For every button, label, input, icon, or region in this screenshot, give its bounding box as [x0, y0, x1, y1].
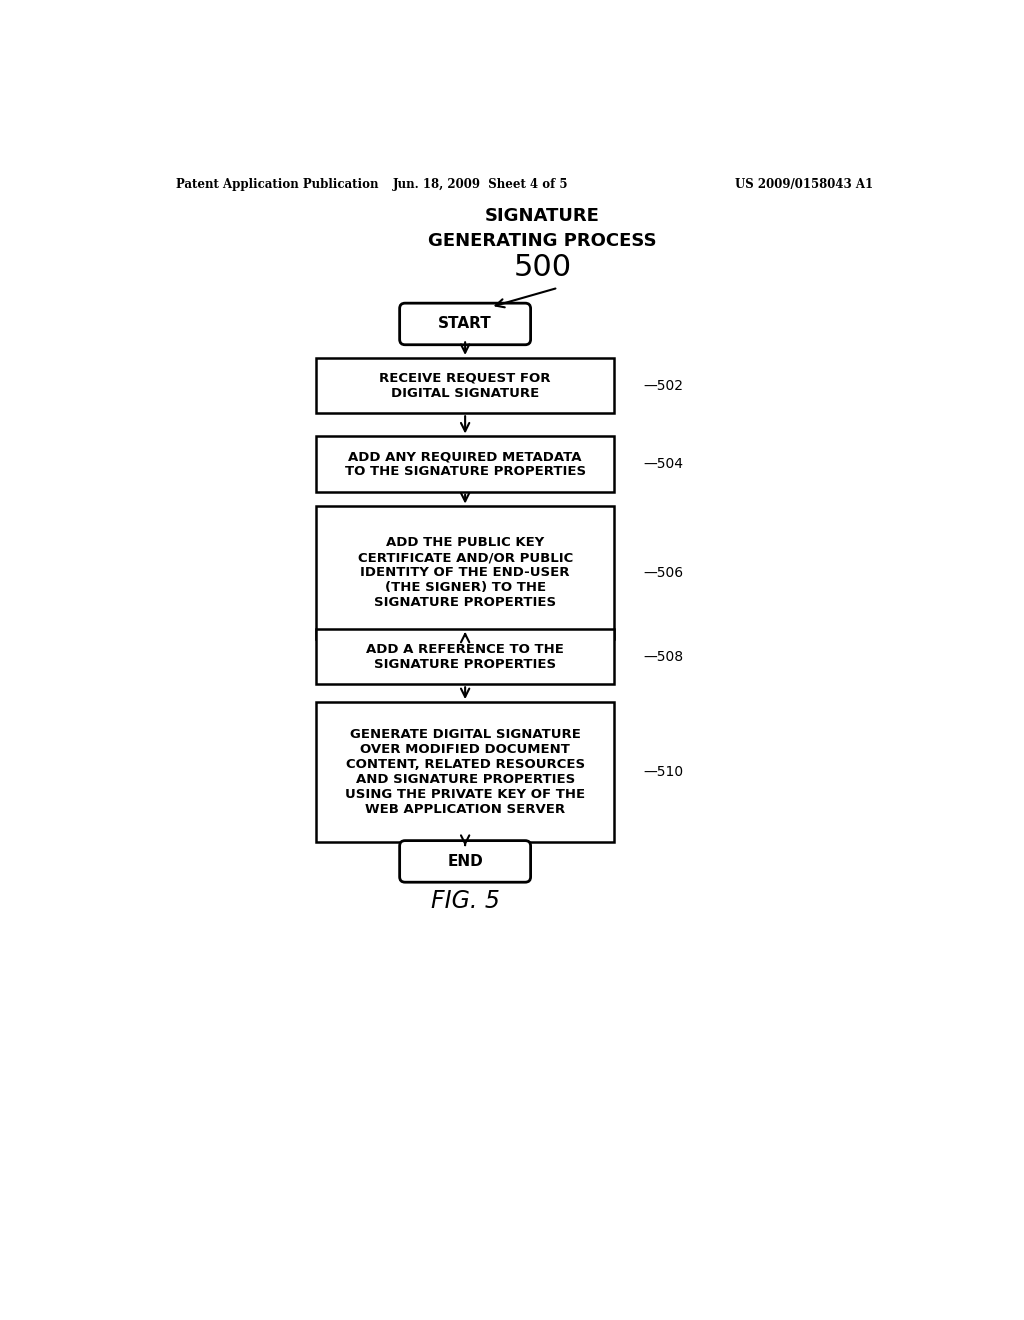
Text: SIGNATURE: SIGNATURE: [485, 207, 600, 226]
Text: US 2009/0158043 A1: US 2009/0158043 A1: [735, 178, 873, 190]
Bar: [316, 702, 614, 842]
Text: 500: 500: [514, 253, 571, 282]
Text: —506: —506: [644, 566, 684, 579]
Text: DIGITAL SIGNATURE: DIGITAL SIGNATURE: [391, 387, 540, 400]
Text: Patent Application Publication: Patent Application Publication: [176, 178, 379, 190]
Text: GENERATING PROCESS: GENERATING PROCESS: [428, 232, 657, 249]
Text: CONTENT, RELATED RESOURCES: CONTENT, RELATED RESOURCES: [345, 758, 585, 771]
FancyBboxPatch shape: [399, 304, 530, 345]
Text: SIGNATURE PROPERTIES: SIGNATURE PROPERTIES: [374, 657, 556, 671]
Text: RECEIVE REQUEST FOR: RECEIVE REQUEST FOR: [379, 371, 551, 384]
Text: GENERATE DIGITAL SIGNATURE: GENERATE DIGITAL SIGNATURE: [349, 729, 581, 741]
Text: ADD A REFERENCE TO THE: ADD A REFERENCE TO THE: [367, 643, 564, 656]
Text: WEB APPLICATION SERVER: WEB APPLICATION SERVER: [366, 803, 565, 816]
FancyBboxPatch shape: [399, 841, 530, 882]
Text: —510: —510: [644, 766, 684, 779]
Text: (THE SIGNER) TO THE: (THE SIGNER) TO THE: [385, 581, 546, 594]
Text: TO THE SIGNATURE PROPERTIES: TO THE SIGNATURE PROPERTIES: [344, 465, 586, 478]
Text: —508: —508: [644, 649, 684, 664]
Text: AND SIGNATURE PROPERTIES: AND SIGNATURE PROPERTIES: [355, 774, 574, 787]
Text: SIGNATURE PROPERTIES: SIGNATURE PROPERTIES: [374, 597, 556, 610]
Text: CERTIFICATE AND/OR PUBLIC: CERTIFICATE AND/OR PUBLIC: [357, 552, 572, 564]
Text: IDENTITY OF THE END-USER: IDENTITY OF THE END-USER: [360, 566, 570, 579]
Text: OVER MODIFIED DOCUMENT: OVER MODIFIED DOCUMENT: [360, 743, 570, 756]
Text: ADD ANY REQUIRED METADATA: ADD ANY REQUIRED METADATA: [348, 450, 582, 463]
Text: —502: —502: [644, 379, 684, 392]
Bar: [316, 628, 614, 684]
Text: USING THE PRIVATE KEY OF THE: USING THE PRIVATE KEY OF THE: [345, 788, 585, 801]
Text: ADD THE PUBLIC KEY: ADD THE PUBLIC KEY: [386, 536, 544, 549]
Text: —504: —504: [644, 457, 684, 471]
Text: START: START: [438, 317, 492, 331]
Text: Jun. 18, 2009  Sheet 4 of 5: Jun. 18, 2009 Sheet 4 of 5: [393, 178, 568, 190]
Bar: [316, 507, 614, 639]
Bar: [316, 358, 614, 413]
Text: END: END: [447, 854, 483, 869]
Bar: [316, 437, 614, 492]
Text: FIG. 5: FIG. 5: [431, 890, 500, 913]
